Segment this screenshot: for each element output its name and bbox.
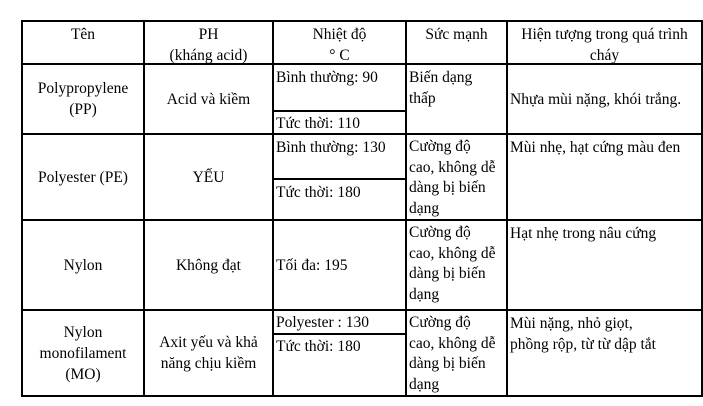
table-row-mo-burning: Mùi nặng, nhỏ giọt, phồng rộp, từ từ dập…	[507, 310, 702, 396]
table-row-pe-name: Polyester (PE)	[22, 134, 144, 220]
cell-text: Nhựa mùi nặng, khói trắng.	[510, 90, 682, 108]
cell-text: Tức thời: 180	[276, 338, 361, 355]
cell-text: Acid và kiềm	[166, 90, 251, 108]
cell-text: Bình thường: 130	[276, 139, 386, 156]
table-row-pe-temp-instant: Tức thời: 180	[273, 179, 406, 220]
cell-text: Cường độ cao, không dễ dàng bị biến dạng	[409, 314, 496, 393]
cell-text: Biến dạng thấp	[409, 69, 473, 107]
cell-text: Cường độ cao, không dễ dàng bị biến dạng	[409, 224, 496, 303]
header-strength: Sức mạnh	[406, 21, 507, 64]
table-row-pe-strength: Cường độ cao, không dễ dàng bị biến dạng	[406, 134, 507, 220]
cell-text: Tối đa: 195	[276, 256, 348, 274]
cell-text: Bình thường: 90	[276, 69, 378, 86]
cell-text: Hạt nhẹ trong nâu cứng	[510, 225, 657, 242]
table-row-nylon-name: Nylon	[22, 220, 144, 310]
header-text: Nhiệt độ ° C	[312, 26, 367, 64]
table-row-mo-temp-instant: Tức thời: 180	[273, 334, 406, 396]
table-row-pp-ph: Acid và kiềm	[144, 64, 273, 134]
table-row-pe-ph: YẾU	[144, 134, 273, 220]
table-row-mo-strength: Cường độ cao, không dễ dàng bị biến dạng	[406, 310, 507, 396]
table-row-nylon-burning: Hạt nhẹ trong nâu cứng	[507, 220, 702, 310]
table-row-mo-ph: Axit yếu và khả năng chịu kiềm	[144, 310, 273, 396]
cell-text: Axit yếu và khả năng chịu kiềm	[159, 334, 258, 372]
header-text: Hiện tượng trong quá trình cháy	[521, 26, 688, 64]
cell-text: Mùi nặng, nhỏ giọt, phồng rộp, từ từ dập…	[510, 315, 656, 353]
header-name: Tên	[22, 21, 144, 64]
cell-text: Polyester (PE)	[38, 168, 128, 186]
cell-text: Tức thời: 180	[276, 184, 361, 201]
cell-text: Polyester : 130	[276, 314, 369, 331]
cell-text: Cường độ cao, không dễ dàng bị biến dạng	[409, 138, 496, 217]
header-temperature: Nhiệt độ ° C	[273, 21, 406, 64]
table-row-nylon-temp-max: Tối đa: 195	[273, 220, 406, 310]
table-row-pp-temp-instant: Tức thời: 110	[273, 111, 406, 134]
table-row-pp-temp-normal: Bình thường: 90	[273, 64, 406, 111]
header-burning: Hiện tượng trong quá trình cháy	[507, 21, 702, 64]
table-row-mo-temp-polyester: Polyester : 130	[273, 310, 406, 334]
cell-text: Polypropylene (PP)	[37, 80, 129, 118]
table-row-pp-strength: Biến dạng thấp	[406, 64, 507, 134]
cell-text: Nylon monofilament (MO)	[39, 323, 127, 383]
table-row-pe-temp-normal: Bình thường: 130	[273, 134, 406, 179]
cell-text: Mùi nhẹ, hạt cứng màu đen	[510, 139, 681, 156]
cell-text: YẾU	[192, 168, 225, 186]
header-text: Sức mạnh	[425, 26, 488, 43]
cell-text: Không đạt	[175, 256, 241, 274]
header-text: Tên	[70, 26, 96, 43]
table-row-pp-burning: Nhựa mùi nặng, khói trắng.	[507, 64, 702, 134]
header-ph: PH (kháng acid)	[144, 21, 273, 64]
header-text: PH (kháng acid)	[169, 26, 248, 64]
table-row-nylon-strength: Cường độ cao, không dễ dàng bị biến dạng	[406, 220, 507, 310]
table-row-pe-burning: Mùi nhẹ, hạt cứng màu đen	[507, 134, 702, 220]
table-row-pp-name: Polypropylene (PP)	[22, 64, 144, 134]
cell-text: Tức thời: 110	[276, 115, 361, 132]
table-row-mo-name: Nylon monofilament (MO)	[22, 310, 144, 396]
cell-text: Nylon	[63, 256, 103, 274]
table-row-nylon-ph: Không đạt	[144, 220, 273, 310]
